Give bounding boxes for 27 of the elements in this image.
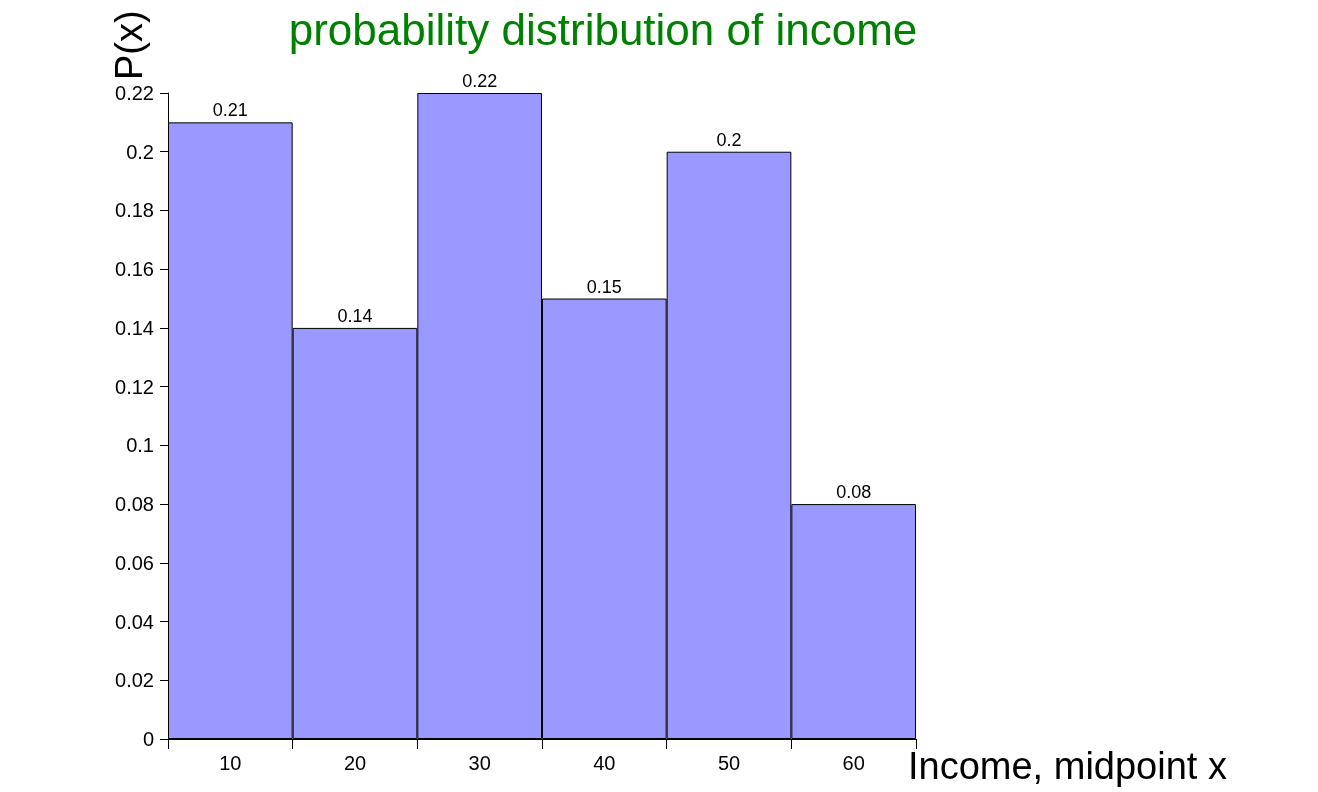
data-label: 0.22 <box>462 71 498 91</box>
x-tick-label: 20 <box>343 752 367 774</box>
chart-title: probability distribution of income <box>288 4 918 54</box>
y-tick-label: 0.06 <box>115 551 154 574</box>
data-label: 0.21 <box>212 100 248 121</box>
data-label: 0.2 <box>716 129 742 150</box>
y-tick-label: 0.1 <box>126 434 154 457</box>
y-tick-label: 0.04 <box>115 610 154 633</box>
y-tick-label: 0.22 <box>115 82 154 104</box>
data-label: 0.15 <box>586 276 622 297</box>
y-tick-label: 0 <box>142 728 154 750</box>
y-tick-label: 0.12 <box>115 375 154 398</box>
y-tick-label: 0.14 <box>115 316 154 339</box>
x-axis-title: Income, midpoint x <box>908 745 1227 787</box>
data-label: 0.14 <box>337 305 373 326</box>
x-tick-label: 60 <box>842 752 865 774</box>
x-tick-label: 30 <box>468 752 491 774</box>
y-tick-label: 0.18 <box>115 199 154 222</box>
y-axis-title: P(x) <box>108 10 150 81</box>
y-tick-label: 0.08 <box>115 493 154 516</box>
y-tick-label: 0.02 <box>115 669 154 692</box>
x-tick-label: 40 <box>593 752 616 774</box>
x-tick-label: 50 <box>717 752 741 774</box>
x-tick-label: 10 <box>219 752 242 774</box>
y-tick-label: 0.2 <box>126 140 154 163</box>
data-label: 0.08 <box>836 482 872 503</box>
y-tick-label: 0.16 <box>115 258 154 281</box>
